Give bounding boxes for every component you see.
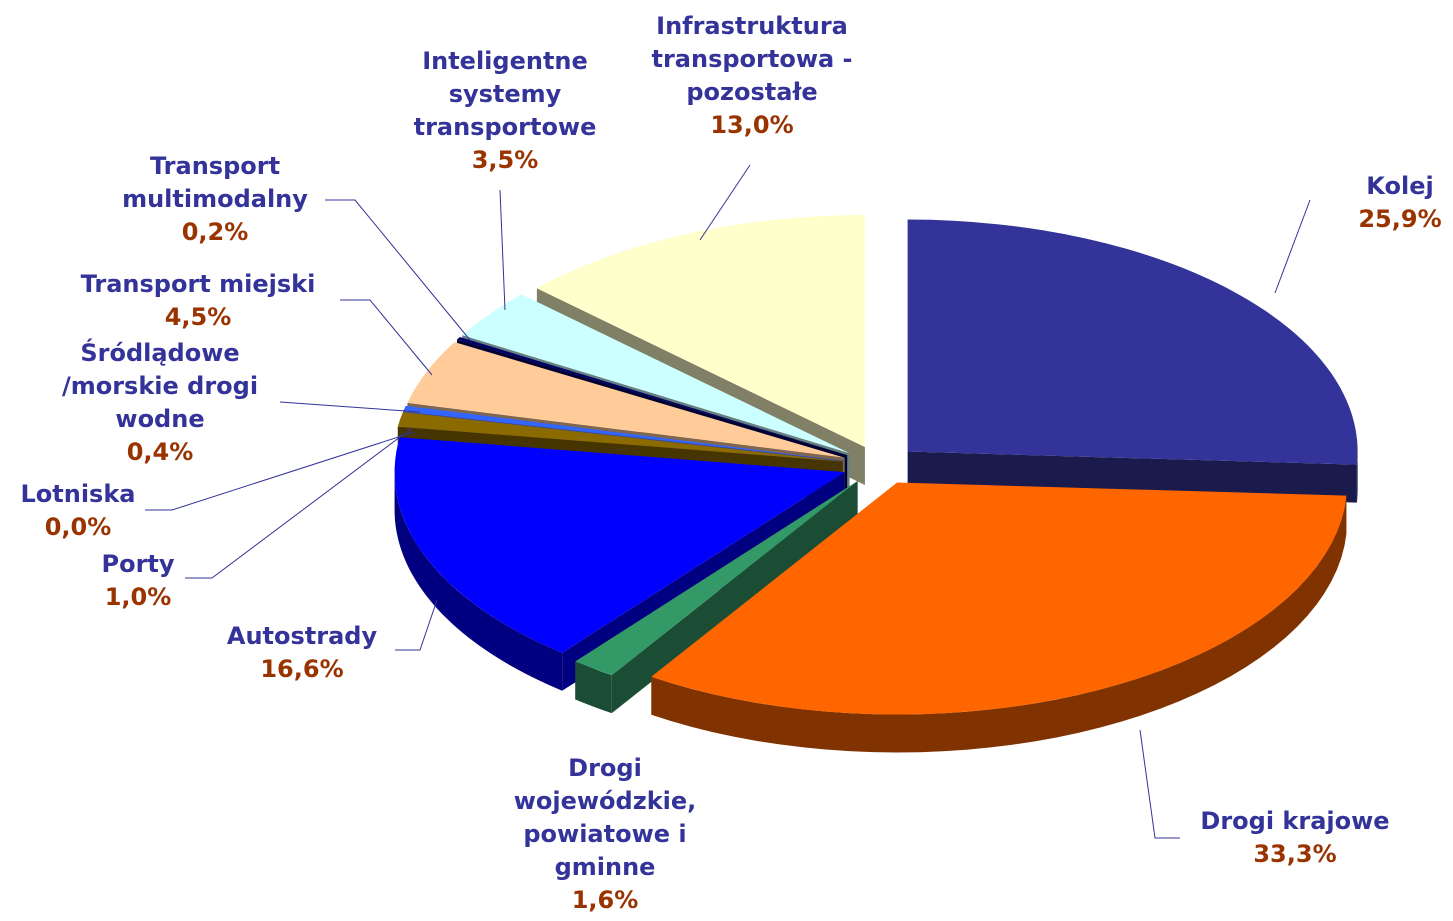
category-label: Drogi krajowe xyxy=(1200,807,1390,835)
slice-top xyxy=(462,294,850,454)
slice-wall xyxy=(394,472,563,691)
value-label: 25,9% xyxy=(1358,205,1442,233)
leader-line xyxy=(145,431,415,511)
leader-line xyxy=(279,401,421,413)
leader-line xyxy=(1139,729,1180,839)
slice-wall xyxy=(575,661,612,714)
category-label: Drogi wojewódzkie, powiatowe i gminne xyxy=(513,754,697,881)
leader-line xyxy=(340,299,433,376)
leader-line xyxy=(699,164,751,241)
data-label: Śródlądowe /morskie drogi wodne 0,4% xyxy=(35,337,285,469)
slice-wall xyxy=(1356,451,1358,503)
value-label: 0,0% xyxy=(44,513,112,541)
slice-top xyxy=(456,337,848,456)
slice-top xyxy=(403,411,843,461)
leader-line xyxy=(395,599,438,651)
slice-top xyxy=(651,482,1347,715)
slice-side xyxy=(611,480,858,714)
category-label: Autostrady xyxy=(226,622,378,650)
value-label: 13,0% xyxy=(710,111,794,139)
data-label: Drogi krajowe 33,3% xyxy=(1165,805,1425,871)
slice-top xyxy=(907,219,1358,465)
data-label: Kolej 25,9% xyxy=(1320,170,1453,236)
category-label: Transport multimodalny xyxy=(122,152,308,213)
data-label: Porty 1,0% xyxy=(78,548,198,614)
value-label: 0,4% xyxy=(126,438,194,466)
slice-top xyxy=(407,342,845,458)
category-label: Lotniska xyxy=(20,480,136,508)
value-label: 33,3% xyxy=(1253,840,1337,868)
leader-line xyxy=(325,199,471,341)
slice-top xyxy=(536,215,865,448)
category-label: Transport miejski xyxy=(80,270,316,298)
category-label: Kolej xyxy=(1366,172,1434,200)
slice xyxy=(651,482,1347,753)
category-label: Porty xyxy=(101,550,175,578)
category-label: Śródlądowe /morskie drogi wodne xyxy=(61,339,259,433)
slice-wall xyxy=(651,495,1347,753)
value-label: 1,6% xyxy=(571,886,639,914)
leader-line xyxy=(1274,199,1311,294)
value-label: 16,6% xyxy=(260,655,344,683)
category-label: Infrastruktura transportowa - pozostałe xyxy=(651,12,853,106)
category-label: Inteligentne systemy transportowe xyxy=(413,47,597,141)
slice-top xyxy=(575,480,858,676)
data-label: Drogi wojewódzkie, powiatowe i gminne 1,6… xyxy=(490,752,720,917)
data-label: Inteligentne systemy transportowe 3,5% xyxy=(390,45,620,177)
data-label: Transport miejski 4,5% xyxy=(38,268,358,334)
slice-top xyxy=(403,405,843,461)
slice xyxy=(907,219,1358,503)
slice-top xyxy=(397,412,843,462)
data-label: Autostrady 16,6% xyxy=(202,620,402,686)
leader-line xyxy=(185,427,413,579)
leader-line xyxy=(499,189,506,311)
data-label: Transport multimodalny 0,2% xyxy=(100,150,330,249)
value-label: 1,0% xyxy=(104,583,172,611)
value-label: 3,5% xyxy=(471,146,539,174)
slice-top xyxy=(394,437,845,653)
data-label: Infrastruktura transportowa - pozostałe 1… xyxy=(622,10,882,142)
value-label: 0,2% xyxy=(181,218,249,246)
data-label: Lotniska 0,0% xyxy=(0,478,158,544)
slice xyxy=(575,480,858,714)
value-label: 4,5% xyxy=(164,303,232,331)
